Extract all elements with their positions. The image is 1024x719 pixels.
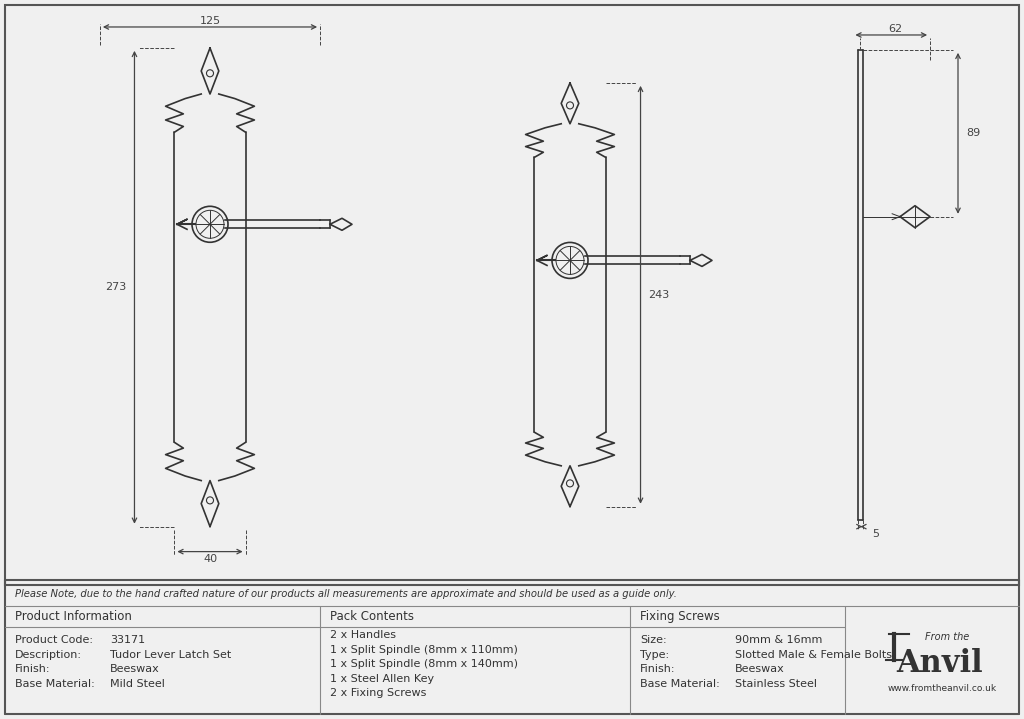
Text: Mild Steel: Mild Steel (110, 679, 165, 689)
Text: Product Code:: Product Code: (15, 636, 93, 646)
Text: Anvil: Anvil (897, 648, 983, 679)
Text: Stainless Steel: Stainless Steel (735, 679, 817, 689)
Text: 89: 89 (966, 128, 980, 138)
Text: 2 x Handles: 2 x Handles (330, 630, 396, 640)
Text: Finish:: Finish: (640, 664, 676, 674)
Text: 90mm & 16mm: 90mm & 16mm (735, 636, 822, 646)
Text: 40: 40 (203, 554, 217, 564)
Text: 62: 62 (888, 24, 902, 34)
Text: 1 x Split Spindle (8mm x 140mm): 1 x Split Spindle (8mm x 140mm) (330, 659, 518, 669)
Text: Base Material:: Base Material: (640, 679, 720, 689)
Text: Tudor Lever Latch Set: Tudor Lever Latch Set (110, 650, 231, 660)
Text: 2 x Fixing Screws: 2 x Fixing Screws (330, 688, 426, 698)
Text: Description:: Description: (15, 650, 82, 660)
Text: Size:: Size: (640, 636, 667, 646)
Text: Type:: Type: (640, 650, 669, 660)
Text: 273: 273 (105, 283, 127, 293)
Text: 243: 243 (648, 290, 670, 300)
Text: Base Material:: Base Material: (15, 679, 95, 689)
Text: 1 x Split Spindle (8mm x 110mm): 1 x Split Spindle (8mm x 110mm) (330, 645, 518, 655)
Text: Please Note, due to the hand crafted nature of our products all measurements are: Please Note, due to the hand crafted nat… (15, 589, 677, 599)
Text: Fixing Screws: Fixing Screws (640, 610, 720, 623)
Text: Finish:: Finish: (15, 664, 50, 674)
Text: Slotted Male & Female Bolts: Slotted Male & Female Bolts (735, 650, 892, 660)
Text: From the: From the (925, 632, 969, 642)
Text: 5: 5 (872, 528, 879, 539)
Text: www.fromtheanvil.co.uk: www.fromtheanvil.co.uk (888, 684, 996, 694)
Text: 1 x Steel Allen Key: 1 x Steel Allen Key (330, 674, 434, 684)
Text: Beeswax: Beeswax (110, 664, 160, 674)
Text: Product Information: Product Information (15, 610, 132, 623)
Text: 33171: 33171 (110, 636, 145, 646)
Text: Pack Contents: Pack Contents (330, 610, 414, 623)
Text: 125: 125 (200, 16, 220, 26)
Text: Beeswax: Beeswax (735, 664, 784, 674)
